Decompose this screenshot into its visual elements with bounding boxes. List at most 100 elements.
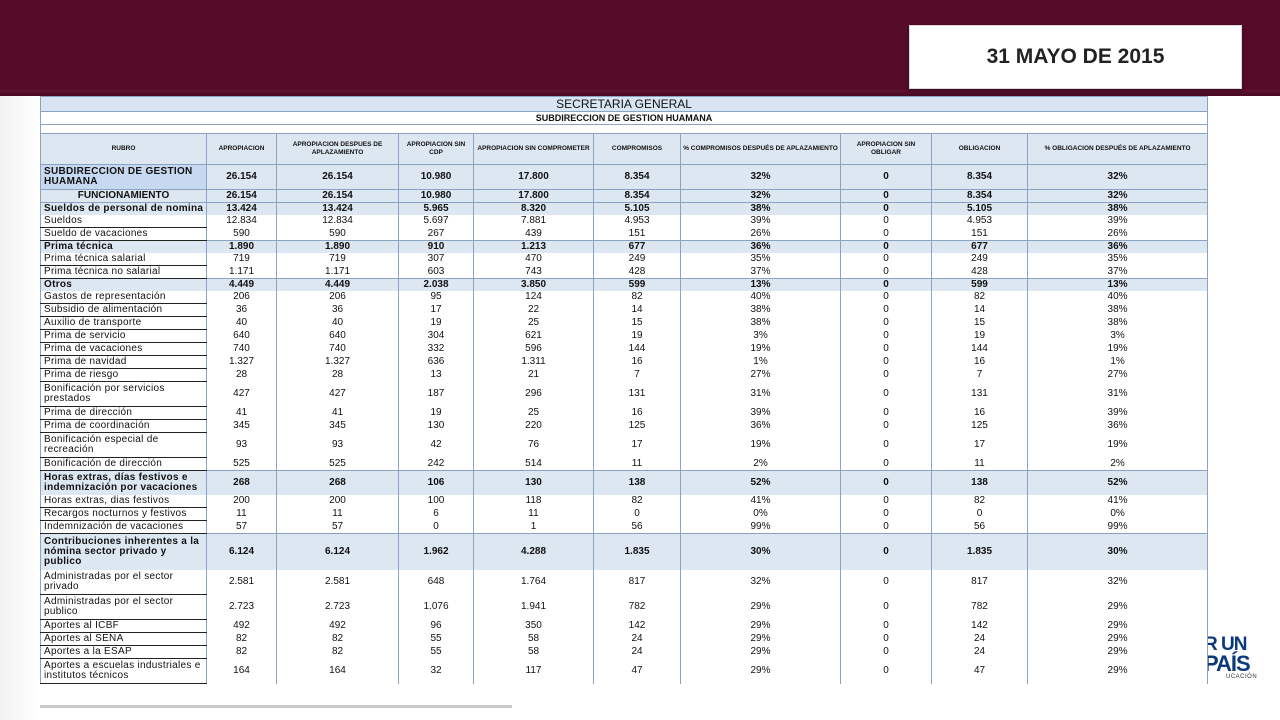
row-label: Aportes al ICBF (40, 619, 207, 633)
table-cell: 39% (680, 406, 841, 420)
table-row: Contribuciones inherentes a la nómina se… (40, 533, 1209, 570)
row-label: Prima técnica no salarial (40, 265, 207, 279)
table-cell: 11 (593, 457, 681, 471)
table-cell: 8.354 (931, 189, 1028, 203)
table-cell: 743 (473, 265, 594, 279)
table-cell: 38% (1026, 316, 1209, 330)
table-row: Horas extras, dias festivos 200 200 100 118 8… (40, 495, 1209, 508)
table-cell: 782 (593, 594, 681, 620)
table-cell: 1% (680, 355, 841, 369)
table-cell: 29% (1026, 632, 1209, 646)
blank-row (39, 124, 1209, 134)
table-cell: 36 (276, 303, 399, 317)
table-cell: 36% (680, 240, 841, 253)
table-cell: 8.354 (593, 189, 681, 203)
table-cell: 31% (1026, 381, 1209, 407)
table-cell: 1.835 (931, 533, 1028, 570)
table-cell: 0 (840, 470, 932, 495)
table-cell: 2% (680, 457, 841, 471)
row-label: Prima de coordinación (40, 419, 207, 433)
table-cell: 0% (1026, 507, 1209, 521)
table-cell: 56 (931, 520, 1028, 534)
table-cell: 93 (276, 432, 399, 458)
table-cell: 82 (931, 291, 1028, 304)
table-cell: 296 (473, 381, 594, 407)
table-cell: 0 (840, 253, 932, 266)
table-cell: 82 (276, 645, 399, 659)
row-label: Horas extras, días festivos e indemnizac… (40, 470, 207, 495)
table-cell: 58 (473, 645, 594, 659)
table-cell: 3% (1026, 329, 1209, 343)
table-row: Prima de coordinación 345 345 130 220 125 36% 0… (40, 419, 1209, 433)
table-cell: 41 (206, 406, 277, 420)
table-cell: 8.354 (931, 164, 1028, 190)
table-cell: 648 (398, 570, 474, 595)
table-cell: 268 (206, 470, 277, 495)
table-cell: 428 (931, 265, 1028, 279)
table-cell: 1.835 (593, 533, 681, 570)
row-label: Recargos nocturnos y festivos (40, 507, 207, 521)
table-cell: 12.834 (276, 215, 399, 228)
col-header: APROPIACION SIN OBLIGAR (840, 133, 932, 165)
table-cell: 164 (276, 658, 399, 684)
table-cell: 57 (206, 520, 277, 534)
table-cell: 13% (1026, 278, 1209, 291)
table-cell: 26% (680, 227, 841, 241)
table-cell: 19% (1026, 342, 1209, 356)
table-cell: 0 (840, 457, 932, 471)
table-cell: 27% (680, 368, 841, 382)
table-cell: 2.581 (276, 570, 399, 595)
table-cell: 32% (1026, 189, 1209, 203)
table-cell: 1.941 (473, 594, 594, 620)
table-row: Auxilio de transporte 40 40 19 25 15 38% 0 15 38% (40, 316, 1209, 330)
logo-line2: PAÍS (1208, 651, 1251, 676)
table-row: Indemnización de vacaciones 57 57 0 1 56 99% 0 5… (40, 520, 1209, 534)
table-cell: 0 (840, 570, 932, 595)
logo-line3: UCACIÓN (1226, 674, 1258, 680)
table-cell: 28 (276, 368, 399, 382)
table-cell: 13.424 (206, 202, 277, 215)
table-cell: 0 (840, 495, 932, 508)
table-cell: 596 (473, 342, 594, 356)
table-cell: 525 (206, 457, 277, 471)
table-row: Bonificación de dirección 525 525 242 514 11 2… (40, 457, 1209, 471)
table-cell: 1% (1026, 355, 1209, 369)
row-label: Prima de riesgo (40, 368, 207, 382)
table-cell: 56 (593, 520, 681, 534)
row-label: Aportes a la ESAP (40, 645, 207, 659)
table-cell: 817 (593, 570, 681, 595)
table-cell: 29% (680, 594, 841, 620)
row-label: Otros (40, 278, 207, 291)
table-cell: 151 (931, 227, 1028, 241)
table-cell: 427 (276, 381, 399, 407)
table-cell: 1.311 (473, 355, 594, 369)
table-cell: 29% (680, 619, 841, 633)
table-cell: 525 (276, 457, 399, 471)
table-cell: 0 (840, 202, 932, 215)
table-cell: 32% (680, 570, 841, 595)
table-cell: 5.697 (398, 215, 474, 228)
table-cell: 0 (840, 329, 932, 343)
table-cell: 0 (840, 355, 932, 369)
table-cell: 0 (840, 658, 932, 684)
col-header: APROPIACION SIN CDP (398, 133, 474, 165)
table-cell: 19 (398, 316, 474, 330)
table-cell: 0 (840, 316, 932, 330)
table-cell: 1.171 (206, 265, 277, 279)
table-cell: 29% (680, 645, 841, 659)
table-cell: 24 (931, 645, 1028, 659)
table-cell: 32% (1026, 164, 1209, 190)
table-cell: 13.424 (276, 202, 399, 215)
table-row: Prima de riesgo 28 28 13 21 7 27% 0 7 27% (40, 368, 1209, 382)
table-cell: 17 (931, 432, 1028, 458)
table-cell: 37% (1026, 265, 1209, 279)
table-cell: 14 (593, 303, 681, 317)
table-row: FUNCIONAMIENTO 26.154 26.154 10.980 17.800 8.… (40, 189, 1209, 203)
table-cell: 590 (206, 227, 277, 241)
table-cell: 130 (473, 470, 594, 495)
row-label: Contribuciones inherentes a la nómina se… (40, 533, 207, 570)
row-label: Aportes al SENA (40, 632, 207, 646)
table-row: Prima de dirección 41 41 19 25 16 39% 0 16 39% (40, 406, 1209, 420)
table-cell: 4.449 (276, 278, 399, 291)
table-cell: 817 (931, 570, 1028, 595)
